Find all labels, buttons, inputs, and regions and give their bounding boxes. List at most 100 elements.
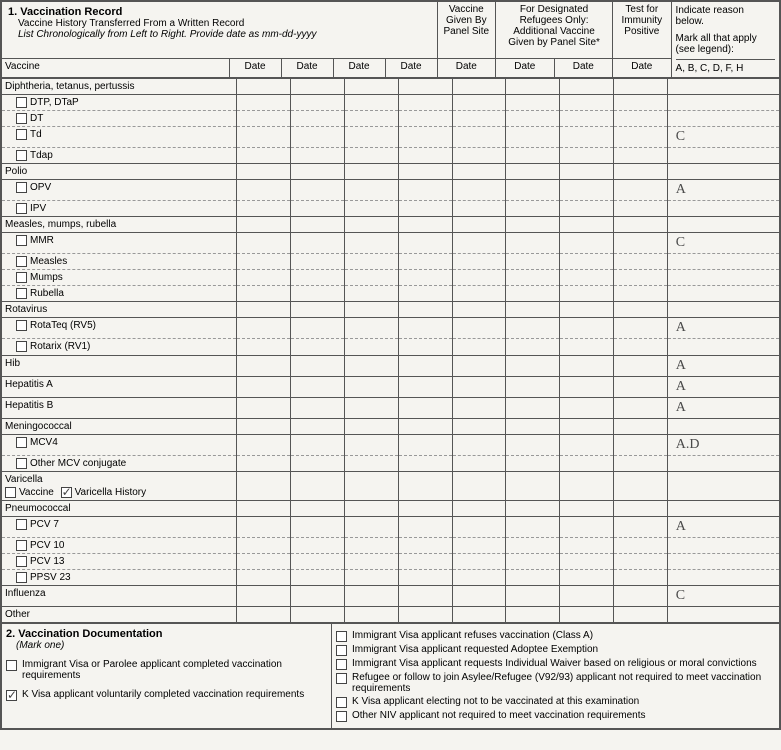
date-cell[interactable] [237,355,291,376]
date-cell[interactable] [452,200,506,216]
date-cell[interactable] [613,270,667,286]
date-cell[interactable] [291,286,345,302]
date-cell[interactable] [345,455,399,471]
date-cell[interactable] [560,397,614,418]
date-cell[interactable] [506,286,560,302]
date-cell[interactable] [506,537,560,553]
date-cell[interactable] [345,537,399,553]
date-cell[interactable] [506,94,560,110]
date-cell[interactable] [452,607,506,623]
date-cell[interactable] [560,607,614,623]
date-cell[interactable] [560,217,614,233]
date-cell[interactable] [345,302,399,318]
date-cell[interactable] [237,233,291,254]
date-cell[interactable] [452,286,506,302]
date-cell[interactable] [506,110,560,126]
date-cell[interactable] [398,217,452,233]
doc-checkbox[interactable] [336,659,347,670]
date-cell[interactable] [345,126,399,147]
date-cell[interactable] [345,586,399,607]
date-cell[interactable] [560,318,614,339]
date-cell[interactable] [398,147,452,163]
date-cell[interactable] [613,200,667,216]
vaccine-checkbox[interactable] [16,113,27,124]
date-cell[interactable] [613,434,667,455]
date-cell[interactable] [560,554,614,570]
date-cell[interactable] [291,339,345,355]
reason-cell[interactable]: A.D [667,434,779,455]
date-cell[interactable] [291,147,345,163]
vaccine-checkbox[interactable] [16,540,27,551]
date-cell[interactable] [613,516,667,537]
date-cell[interactable] [345,318,399,339]
date-cell[interactable] [613,418,667,434]
date-cell[interactable] [291,355,345,376]
date-cell[interactable] [560,233,614,254]
date-cell[interactable] [452,126,506,147]
date-cell[interactable] [452,179,506,200]
date-cell[interactable] [345,376,399,397]
date-cell[interactable] [613,126,667,147]
date-cell[interactable] [506,254,560,270]
vaccine-checkbox[interactable] [16,556,27,567]
date-cell[interactable] [345,607,399,623]
date-cell[interactable] [398,94,452,110]
date-cell[interactable] [345,254,399,270]
date-cell[interactable] [613,339,667,355]
date-cell[interactable] [345,110,399,126]
date-cell[interactable] [506,270,560,286]
date-cell[interactable] [237,94,291,110]
date-cell[interactable] [398,110,452,126]
date-cell[interactable] [291,270,345,286]
date-cell[interactable] [560,254,614,270]
date-cell[interactable] [345,286,399,302]
date-cell[interactable] [291,471,345,500]
date-cell[interactable] [452,339,506,355]
vaccine-checkbox[interactable] [16,458,27,469]
date-cell[interactable] [452,471,506,500]
date-cell[interactable] [398,318,452,339]
date-cell[interactable] [452,318,506,339]
date-cell[interactable] [506,516,560,537]
date-cell[interactable] [398,355,452,376]
date-cell[interactable] [560,516,614,537]
date-cell[interactable] [398,586,452,607]
doc-checkbox[interactable] [6,660,17,671]
date-cell[interactable] [560,78,614,94]
date-cell[interactable] [452,434,506,455]
date-cell[interactable] [560,586,614,607]
date-cell[interactable] [398,471,452,500]
date-cell[interactable] [560,537,614,553]
date-cell[interactable] [237,318,291,339]
vaccine-checkbox[interactable] [16,519,27,530]
date-cell[interactable] [398,270,452,286]
date-cell[interactable] [613,217,667,233]
date-cell[interactable] [506,554,560,570]
date-cell[interactable] [452,163,506,179]
date-cell[interactable] [452,500,506,516]
date-cell[interactable] [291,455,345,471]
reason-cell[interactable] [667,302,779,318]
date-cell[interactable] [237,147,291,163]
date-cell[interactable] [560,455,614,471]
reason-cell[interactable] [667,147,779,163]
date-cell[interactable] [506,397,560,418]
reason-cell[interactable]: A [667,376,779,397]
date-cell[interactable] [345,500,399,516]
date-cell[interactable] [345,270,399,286]
vaccine-checkbox[interactable] [16,97,27,108]
vaccine-checkbox[interactable] [16,129,27,140]
date-cell[interactable] [398,233,452,254]
date-cell[interactable] [613,455,667,471]
date-cell[interactable] [560,570,614,586]
date-cell[interactable] [506,302,560,318]
varicella-history-checkbox[interactable] [61,487,72,498]
date-cell[interactable] [398,537,452,553]
reason-cell[interactable] [667,471,779,500]
date-cell[interactable] [237,455,291,471]
date-cell[interactable] [291,200,345,216]
date-cell[interactable] [613,94,667,110]
date-cell[interactable] [237,179,291,200]
date-cell[interactable] [237,607,291,623]
date-cell[interactable] [506,418,560,434]
